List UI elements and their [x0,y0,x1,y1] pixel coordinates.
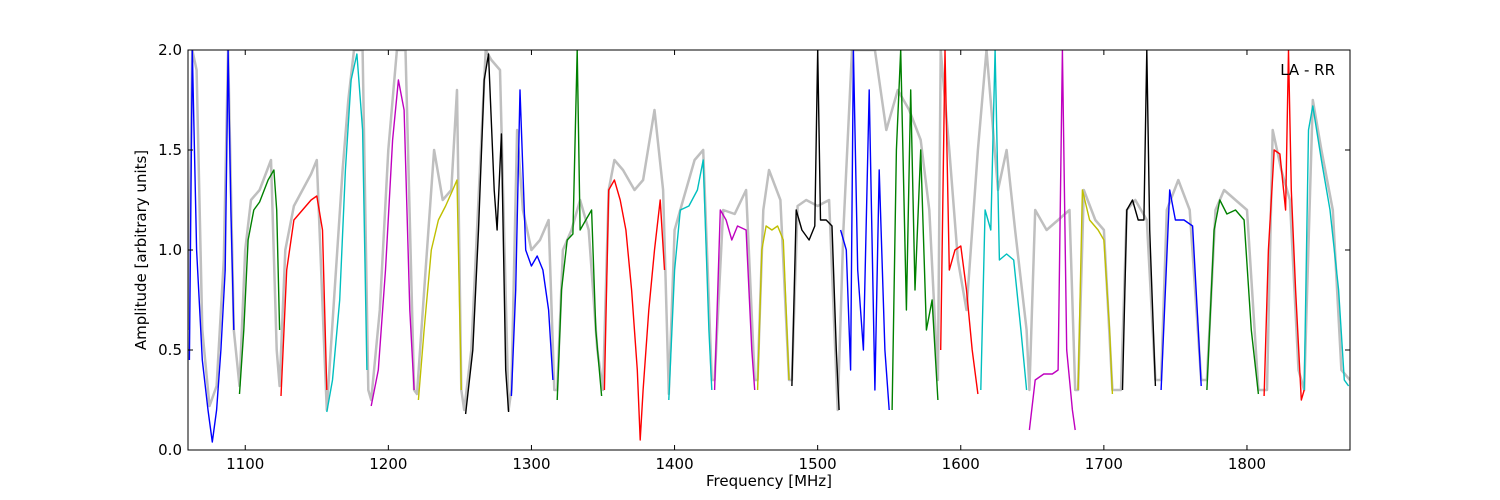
series-line-18 [980,50,1028,391]
y-tick-label: 1.0 [158,241,182,259]
series-line-8 [510,89,554,397]
series-line-9 [556,50,603,401]
series-line-21 [1121,50,1157,391]
series-line-6 [417,179,462,401]
legend-annotation: LA - RR [1280,61,1335,79]
y-tick-label: 0.0 [158,441,182,459]
y-tick-label: 0.5 [158,341,182,359]
series-line-12 [713,209,756,391]
x-tick-label: 1100 [226,455,264,473]
series-line-22 [1160,189,1202,391]
series-line-2 [238,169,281,395]
y-tick-label: 2.0 [158,41,182,59]
chart-marks [188,50,1350,443]
axis-ticks: 1100 1200 1300 1400 1500 1600 1700 1800 0.0 0.5 1.… [158,41,1350,473]
series-line-1 [188,50,235,443]
y-tick-label: 1.5 [158,141,182,159]
x-tick-label: 1200 [369,455,407,473]
x-axis-label: Frequency [MHz] [706,472,832,490]
series-line-3 [280,195,328,397]
x-tick-label: 1500 [799,455,837,473]
envelope-line [188,50,1350,412]
series-line-24 [1263,50,1305,401]
series-line-14 [791,50,840,411]
series-line-5 [370,79,415,407]
series-line-20 [1077,189,1114,395]
series-line-13 [756,225,790,391]
series-line-7 [464,53,510,415]
series-line-15 [839,50,890,411]
series-line-4 [326,53,368,413]
x-tick-label: 1400 [655,455,693,473]
x-tick-label: 1300 [512,455,550,473]
series-line-10 [603,179,666,441]
series-line-23 [1206,199,1260,395]
plot-frame [187,49,1351,451]
y-axis-label: Amplitude [arbitrary units] [132,150,150,350]
series-line-16 [891,50,939,411]
series-line-11 [668,159,713,401]
series-line-17 [940,50,979,395]
series-line-19 [1028,50,1076,431]
series-line-25 [1303,105,1350,391]
x-tick-label: 1700 [1085,455,1123,473]
x-tick-label: 1600 [942,455,980,473]
x-tick-label: 1800 [1228,455,1266,473]
